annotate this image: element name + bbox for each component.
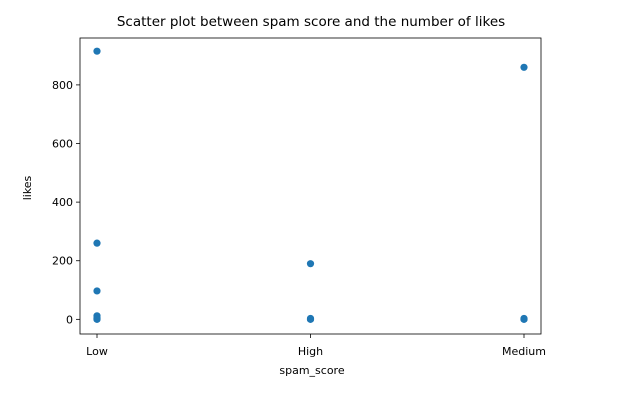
data-point bbox=[306, 315, 315, 323]
y-tick-label: 400 bbox=[52, 196, 73, 209]
y-axis: 0 200 400 600 800 bbox=[52, 79, 80, 326]
x-tick-label: Medium bbox=[502, 345, 546, 358]
x-tick-label: Low bbox=[86, 345, 108, 358]
y-tick-label: 600 bbox=[52, 138, 73, 151]
plot-area-frame bbox=[79, 37, 542, 335]
x-axis: Low High Medium bbox=[86, 334, 546, 358]
x-axis-label: spam_score bbox=[279, 364, 344, 377]
data-point bbox=[520, 63, 528, 71]
data-point bbox=[93, 47, 101, 55]
y-tick-label: 0 bbox=[66, 313, 73, 326]
data-point bbox=[520, 315, 528, 323]
x-tick-label: High bbox=[298, 345, 323, 358]
data-point bbox=[93, 315, 101, 323]
data-point bbox=[306, 260, 315, 268]
y-axis-label: likes bbox=[21, 175, 34, 200]
chart-title: Scatter plot between spam score and the … bbox=[117, 14, 505, 30]
data-points bbox=[93, 47, 528, 323]
y-tick-label: 200 bbox=[52, 255, 73, 268]
y-tick-label: 800 bbox=[52, 79, 73, 92]
data-point bbox=[93, 287, 101, 295]
data-point bbox=[93, 239, 101, 247]
